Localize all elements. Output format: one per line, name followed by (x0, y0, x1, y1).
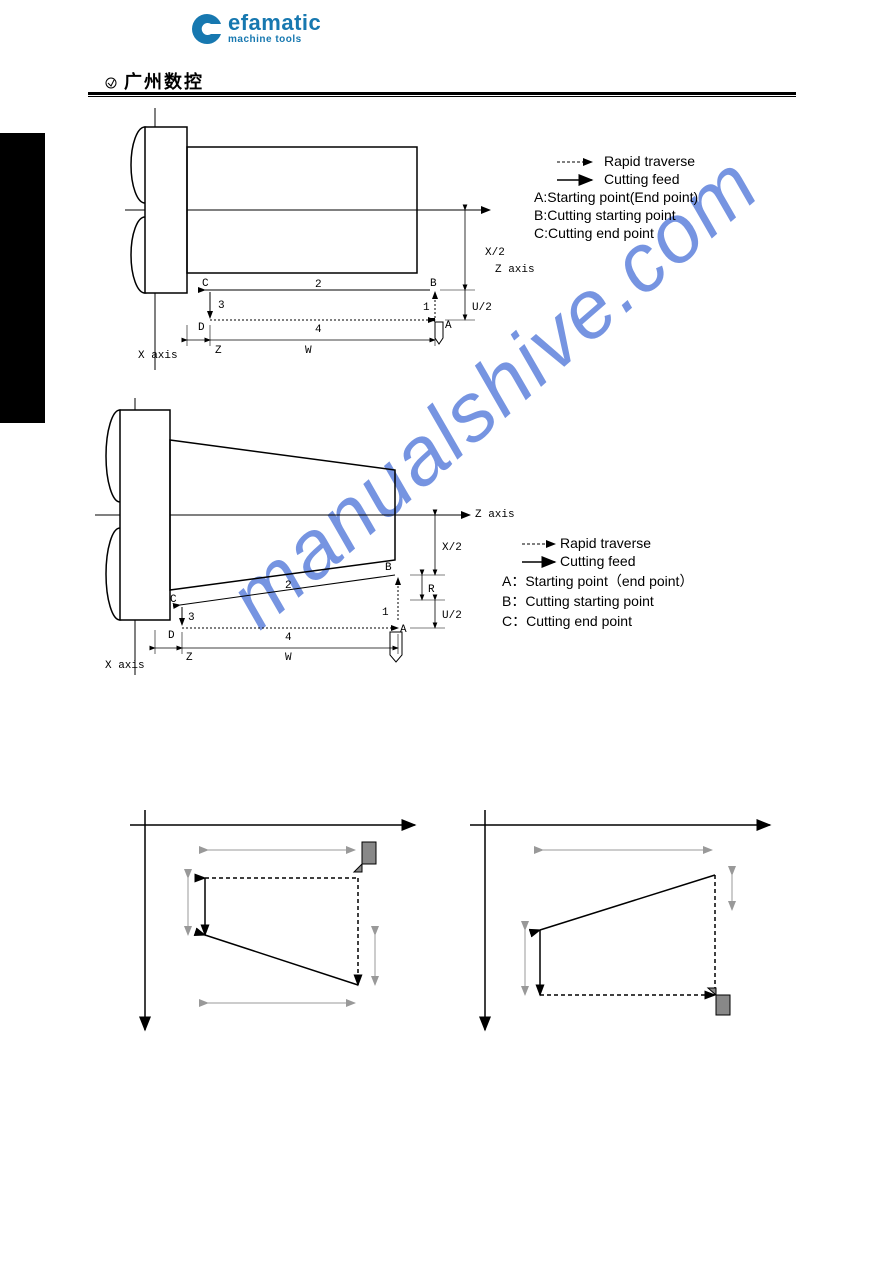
logo-main: efamatic (228, 12, 321, 34)
legend-C: C:Cutting end point (534, 225, 654, 241)
legend-rapid: Rapid traverse (604, 153, 695, 169)
label-X2: X/2 (485, 247, 505, 259)
label-B: B (430, 278, 437, 290)
label-D: D (198, 322, 205, 334)
label2-D: D (168, 630, 175, 642)
label-2: 2 (315, 279, 322, 291)
figure-3 (100, 800, 800, 1065)
figure-1: C B 2 3 1 D A 4 X/2 Z axis U/2 (90, 110, 790, 395)
legend2-cutting: Cutting feed (560, 553, 636, 569)
label2-B: B (385, 562, 392, 574)
label-W: W (305, 345, 312, 357)
label2-Zaxis: Z axis (475, 509, 515, 521)
figure-2: C B 2 3 1 D A 4 X/2 R U/2 (70, 400, 790, 705)
cn-icon (105, 77, 117, 89)
legend2-A: A：Starting point（end point） (502, 573, 693, 589)
label2-3: 3 (188, 612, 195, 624)
cn-header-text: 广州数控 (124, 72, 204, 92)
label2-X2: X/2 (442, 542, 462, 554)
label2-Z: Z (186, 652, 193, 664)
figure-3-svg (100, 800, 800, 1060)
label2-R: R (428, 584, 435, 596)
logo-sub: machine tools (228, 35, 321, 45)
label-U2: U/2 (472, 302, 492, 314)
label-Xaxis: X axis (138, 350, 178, 362)
figure-1-svg: C B 2 3 1 D A 4 X/2 Z axis U/2 (90, 110, 790, 390)
label2-1: 1 (382, 607, 389, 619)
legend-cutting: Cutting feed (604, 171, 680, 187)
legend-A: A:Starting point(End point) (534, 189, 698, 205)
label-1: 1 (423, 302, 430, 314)
label-4: 4 (315, 324, 322, 336)
logo-icon (190, 12, 224, 46)
label-C: C (202, 278, 209, 290)
company-logo: efamatic machine tools (190, 12, 321, 46)
label-A: A (445, 320, 452, 332)
legend2-rapid: Rapid traverse (560, 535, 651, 551)
label-3: 3 (218, 300, 225, 312)
label2-U2: U/2 (442, 610, 462, 622)
cn-header: 广州数控 (105, 68, 204, 94)
header-rule (88, 92, 796, 95)
label-Zaxis: Z axis (495, 264, 535, 276)
figure-2-svg: C B 2 3 1 D A 4 X/2 R U/2 (70, 400, 790, 700)
header-rule2 (88, 96, 796, 97)
label2-4: 4 (285, 632, 292, 644)
legend2-C: C：Cutting end point (502, 613, 632, 629)
label2-C: C (170, 594, 177, 606)
label2-Xaxis: X axis (105, 660, 145, 672)
side-blackbar (0, 133, 45, 423)
label-Z: Z (215, 345, 222, 357)
legend-B: B:Cutting starting point (534, 207, 676, 223)
label2-W: W (285, 652, 292, 664)
label2-2: 2 (285, 580, 292, 592)
legend2-B: B：Cutting starting point (502, 593, 654, 609)
